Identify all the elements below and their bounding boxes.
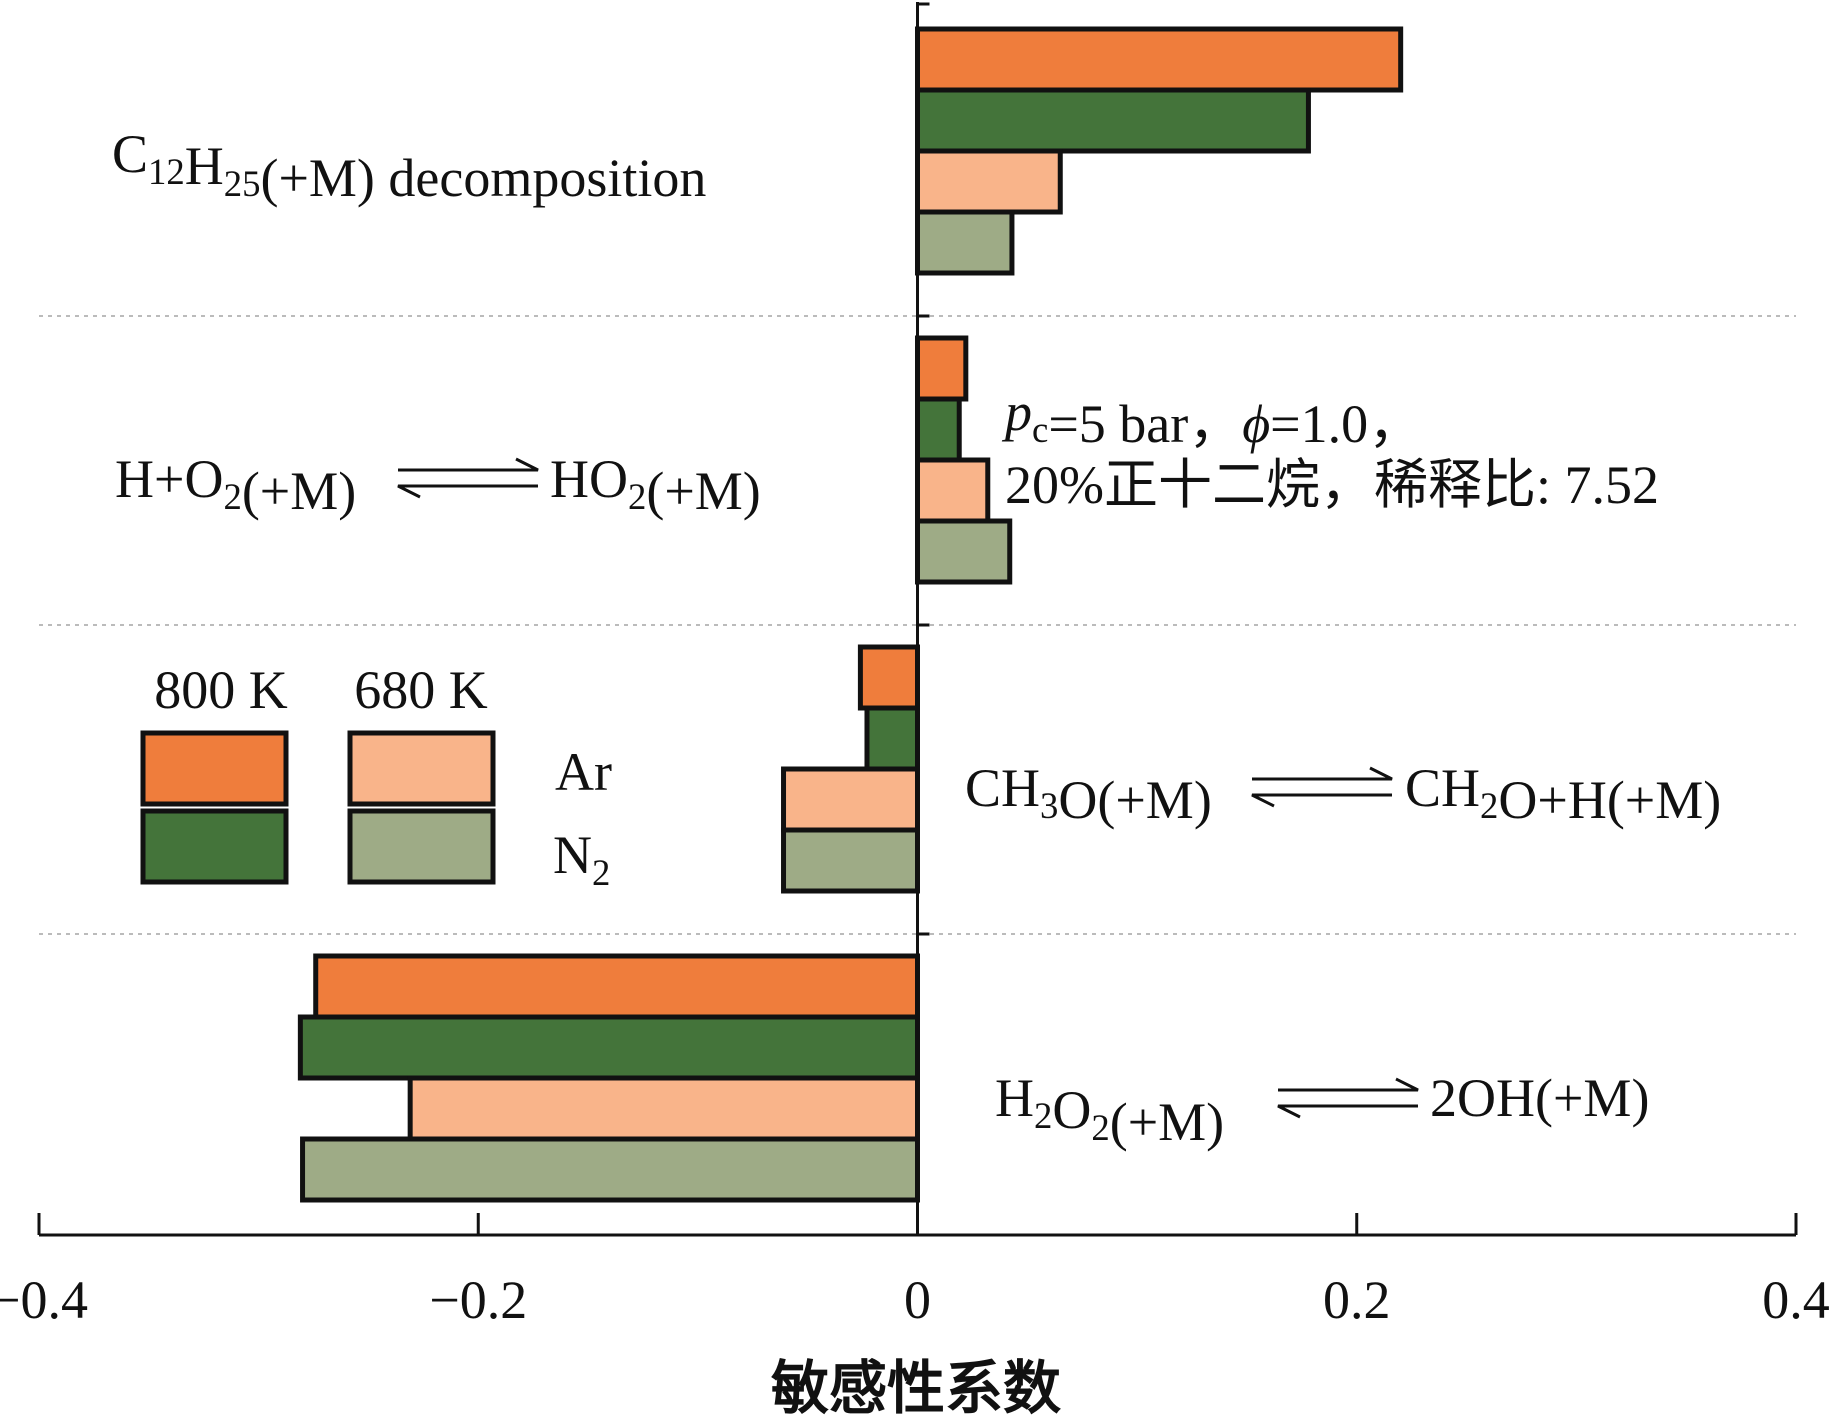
bar — [915, 148, 1063, 215]
bar — [915, 209, 1015, 276]
bar — [857, 644, 921, 711]
bar — [300, 1136, 920, 1203]
bars — [297, 26, 1404, 1203]
x-axis-label: 敏感性系数 — [771, 1354, 1061, 1422]
category-label-left: CH3O(+M) — [965, 758, 1212, 830]
legend: 800 K 680 K Ar N2 — [140, 660, 612, 893]
legend-swatch — [140, 808, 289, 885]
bar — [297, 1014, 920, 1081]
x-tick-label: 0 — [904, 1270, 931, 1330]
equilibrium-arrows-icon — [397, 457, 539, 499]
bar — [864, 705, 921, 772]
bar — [915, 457, 991, 524]
x-tick-label: −0.2 — [429, 1270, 527, 1330]
category-label: C12H25(+M) decomposition — [112, 124, 706, 208]
legend-column-header: 680 K — [354, 660, 488, 720]
x-tick-label: 0.2 — [1323, 1270, 1391, 1330]
category-labels: C12H25(+M) decomposition H+O2(+M) HO2(+M) C… — [112, 124, 1721, 1152]
condition-annotation: pc=5 bar，ϕ=1.0，20%正十二烷，稀释比: 7.52 — [1001, 382, 1659, 515]
x-tick-label: −0.4 — [0, 1270, 88, 1330]
legend-column-header: 800 K — [154, 660, 288, 720]
bar — [915, 335, 969, 402]
bar — [781, 827, 920, 894]
category-label-right: HO2(+M) — [550, 449, 761, 521]
bar — [313, 953, 921, 1020]
legend-row-label: Ar — [555, 742, 612, 802]
bar — [407, 1075, 920, 1142]
legend-row-label: N2 — [553, 825, 610, 893]
bar — [915, 396, 962, 463]
equilibrium-arrows-icon — [1251, 766, 1393, 808]
axes: −0.4 −0.2 0 0.2 0.4 — [0, 2, 1830, 1330]
bar — [781, 766, 920, 833]
category-label-left: H+O2(+M) — [115, 449, 356, 521]
bar — [915, 26, 1404, 93]
legend-swatch — [140, 730, 289, 807]
bar — [915, 518, 1013, 585]
legend-swatch — [347, 808, 496, 885]
condition-line-2: 20%正十二烷，稀释比: 7.52 — [1005, 455, 1659, 515]
equilibrium-arrows-icon — [1277, 1077, 1419, 1119]
x-tick-label: 0.4 — [1762, 1270, 1830, 1330]
legend-swatch — [347, 730, 496, 807]
category-label-right: 2OH(+M) — [1430, 1068, 1649, 1128]
category-label-right: CH2O+H(+M) — [1405, 758, 1721, 830]
bar — [915, 87, 1311, 154]
condition-line-1: pc=5 bar，ϕ=1.0， — [1001, 382, 1422, 454]
category-label-left: H2O2(+M) — [995, 1068, 1224, 1152]
